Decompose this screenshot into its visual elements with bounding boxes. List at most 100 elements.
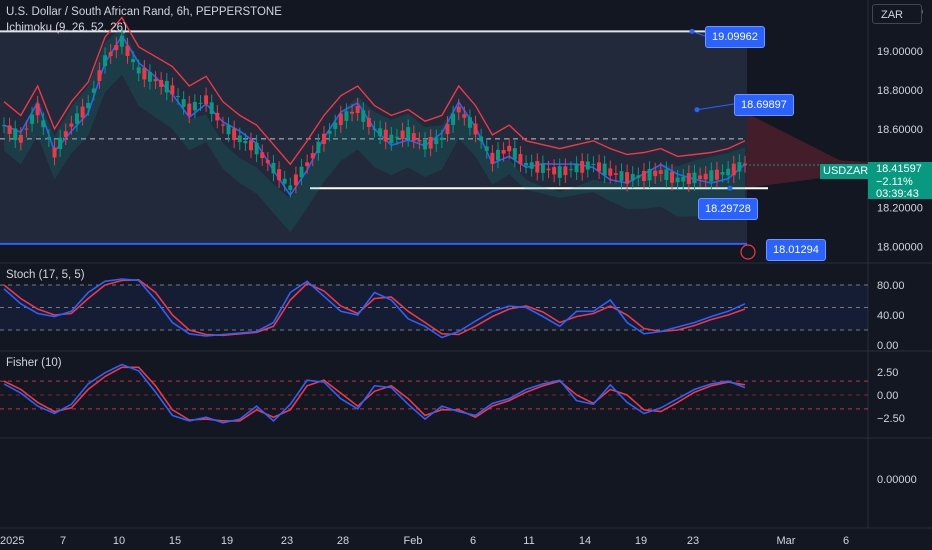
candle-body (400, 130, 405, 140)
stoch-legend[interactable]: Stoch (17, 5, 5) (6, 269, 85, 281)
candle-body (423, 139, 428, 150)
candle-body (653, 170, 658, 177)
candle-body (658, 170, 663, 174)
candle-body (35, 103, 40, 116)
level-callout-top[interactable]: 19.09962 (705, 26, 765, 48)
candle-body (58, 137, 63, 150)
candle-body (462, 114, 467, 118)
candle-body (647, 169, 652, 181)
symbol-badge: USDZAR (820, 164, 872, 179)
candle-body (507, 145, 512, 152)
candle-body (641, 170, 646, 182)
candle-body (305, 162, 310, 167)
time-tick-label: Feb (404, 535, 423, 547)
candle-body (355, 105, 360, 114)
currency-selector[interactable]: ZAR (872, 4, 922, 24)
level-callout-bottom[interactable]: 18.01294 (766, 239, 826, 261)
candle-body (675, 177, 680, 183)
level-callout-mid[interactable]: 18.69897 (734, 94, 794, 116)
level-callout-low[interactable]: 18.29728 (698, 198, 758, 220)
candle-body (198, 102, 203, 104)
candle-body (451, 113, 456, 125)
candle-body (91, 88, 96, 93)
candle-body (338, 113, 343, 126)
bar-countdown: 03:39:43 (876, 188, 919, 200)
time-tick-label: 10 (113, 535, 125, 547)
candle-body (103, 55, 108, 66)
candle-body (479, 136, 484, 142)
time-tick-label: 7 (60, 535, 66, 547)
time-tick-label: 2025 (0, 535, 24, 547)
candle-body (619, 171, 624, 181)
candle-body (192, 102, 197, 111)
candle-body (473, 123, 478, 135)
candle-body (597, 162, 602, 172)
fisher-tick-label: 0.00 (877, 390, 898, 402)
candle-body (518, 153, 523, 165)
candle-body (546, 168, 551, 171)
candle-body (114, 44, 119, 51)
candle-body (456, 106, 461, 113)
candle-body (731, 163, 736, 176)
price-tick-label: 18.00000 (877, 241, 923, 253)
price-tick-label: 18.60000 (877, 124, 923, 136)
candle-body (136, 67, 141, 74)
candle-body (630, 174, 635, 181)
candle-body (484, 146, 489, 151)
candle-body (226, 125, 231, 135)
candle-body (46, 137, 51, 140)
candle-body (271, 162, 276, 174)
candle-body (181, 99, 186, 107)
fisher-tick-label: −2.50 (877, 413, 905, 425)
time-tick-label: 6 (843, 535, 849, 547)
candle-body (80, 106, 85, 118)
time-tick-label: Mar (777, 535, 796, 547)
fisher-signal-line (3, 366, 746, 422)
candle-body (176, 96, 181, 98)
candle-body (411, 133, 416, 141)
candle-body (265, 159, 270, 164)
candle-body (147, 72, 152, 82)
candle-body (316, 141, 321, 153)
candle-body (467, 117, 472, 128)
stoch-tick-label: 40.00 (877, 310, 905, 322)
candle-body (417, 140, 422, 142)
time-tick-label: 23 (281, 535, 293, 547)
candle-body (394, 136, 399, 138)
candle-body (254, 142, 259, 155)
candle-body (63, 131, 68, 138)
candle-body (350, 111, 355, 114)
candle-body (142, 67, 147, 80)
candle-body (524, 162, 529, 166)
time-tick-label: 6 (470, 535, 476, 547)
time-tick-label: 11 (523, 535, 534, 547)
candle-body (602, 163, 607, 176)
candle-body (568, 169, 573, 171)
candle-body (13, 128, 18, 141)
candle-body (299, 166, 304, 178)
candle-body (613, 173, 618, 175)
chart-title: U.S. Dollar / South African Rand, 6h, PE… (6, 6, 282, 18)
candle-body (529, 162, 534, 169)
candle-body (277, 169, 282, 181)
last-price: 18.41597 (876, 163, 922, 175)
candle-body (540, 163, 545, 173)
stoch-k-line (3, 278, 746, 339)
candle-body (108, 52, 113, 57)
ichimoku-legend[interactable]: Ichimoku (9, 26, 52, 26) (6, 22, 127, 34)
candle-body (664, 169, 669, 180)
candle-body (293, 174, 298, 186)
alert-icon (740, 244, 756, 260)
candle-body (378, 128, 383, 137)
candle-body (670, 171, 675, 183)
fisher-line (3, 363, 746, 424)
candle-body (574, 164, 579, 173)
candle-body (97, 70, 102, 82)
candle-body (681, 176, 686, 182)
price-tick-label: 18.80000 (877, 85, 923, 97)
fisher-legend[interactable]: Fisher (10) (6, 357, 62, 369)
time-tick-label: 19 (635, 535, 647, 547)
candle-body (366, 118, 371, 128)
candle-body (535, 161, 540, 173)
